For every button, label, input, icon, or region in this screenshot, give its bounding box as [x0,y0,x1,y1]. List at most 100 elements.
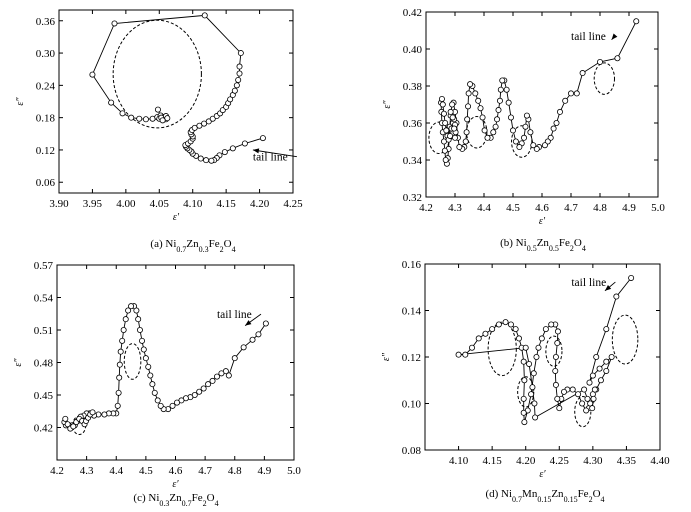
data-point [499,77,506,84]
data-point [142,116,149,123]
data-point [472,90,479,97]
data-point [203,157,210,164]
x-tick-label: 4.6 [169,465,183,477]
data-point [477,105,484,112]
data-point [552,353,559,360]
data-point [64,421,71,428]
data-point [462,138,469,145]
data-point [120,326,127,333]
data-point [116,374,123,381]
x-tick-label: 4.25 [550,455,570,467]
data-point [136,326,143,333]
data-point [516,335,523,342]
y-tick-label: 0.36 [403,118,423,130]
data-point [442,156,449,163]
y-tick-label: 0.36 [36,16,56,28]
fit-circle [593,62,615,95]
data-point [593,353,600,360]
x-tick-label: 4.7 [564,202,578,214]
data-point [552,381,559,388]
data-point [556,108,563,115]
data-point [521,134,528,141]
data-point [117,348,124,355]
data-point [468,344,475,351]
data-point [552,367,559,374]
x-tick-label: 4.6 [535,202,549,214]
data-point [496,97,503,104]
data-point [255,331,262,338]
series-line [458,277,632,423]
data-point [259,135,266,142]
x-tick-label: 4.10 [449,455,469,467]
y-tick-label: 0.16 [402,259,422,271]
data-point [108,99,115,106]
x-tick-label: 4.3 [448,202,462,214]
x-tick-label: 4.15 [483,455,503,467]
y-tick-label: 0.54 [34,293,54,305]
data-point [200,385,207,392]
x-tick-label: 5.0 [287,465,301,477]
data-point [548,321,555,328]
data-point [541,142,548,149]
data-point [507,321,514,328]
data-point [475,335,482,342]
data-point [139,337,146,344]
data-point [62,415,69,422]
data-point [586,379,593,386]
x-tick-label: 4.25 [283,198,303,210]
x-tick-label: 5.0 [651,202,665,214]
x-tick-label: 4.5 [139,465,153,477]
y-axis-label: ε″ [381,352,392,361]
y-tick-label: 0.18 [36,113,56,125]
data-point [542,326,549,333]
data-point [528,391,535,398]
data-point [235,76,242,83]
y-tick-label: 0.14 [402,306,422,318]
data-point [503,86,510,93]
data-point [465,103,472,110]
x-tick-label: 4.8 [593,202,607,214]
data-point [173,399,180,406]
plot-b: 4.2 4.3 4.4 4.5 4.6 4.7 4.8 4.9 5.0 0.32 0.34 0.36 0… [382,7,665,227]
data-point [237,50,244,57]
data-point [229,145,236,152]
caption-b: (b) Ni0.5Zn0.5Fe2O4 [500,237,586,253]
data-point [441,147,448,154]
data-point [628,274,635,281]
data-point [535,344,542,351]
data-point [157,402,164,409]
x-axis-label: ε′ [173,212,180,223]
data-point [169,402,176,409]
y-tick-label: 0.24 [36,80,56,92]
data-point [147,372,154,379]
data-point [218,370,225,377]
y-tick-label: 0.12 [402,352,421,364]
data-point [554,395,561,402]
x-tick-label: 4.8 [228,465,242,477]
y-tick-label: 0.57 [34,260,54,272]
data-point [196,388,203,395]
data-point [533,353,540,360]
fit-circle [511,125,533,158]
data-point [115,389,122,396]
data-point [122,316,129,323]
plot-c: 4.2 4.3 4.4 4.5 4.6 4.7 4.8 4.9 5.0 0.42 0.45 0.48 0… [13,260,301,490]
data-point [135,316,142,323]
data-point [614,55,621,62]
data-point [114,402,121,409]
y-axis-label: ε″ [13,358,24,367]
data-point [550,125,557,132]
y-tick-label: 0.42 [34,423,53,435]
data-point [233,82,240,89]
data-point [527,129,534,136]
data-point [573,90,580,97]
data-point [227,96,234,103]
data-point [505,99,512,106]
data-point [597,377,604,384]
x-tick-label: 4.20 [516,455,536,467]
data-point [554,340,561,347]
data-point [560,388,567,395]
data-point [145,363,152,370]
data-point [521,377,528,384]
data-point [481,127,488,134]
